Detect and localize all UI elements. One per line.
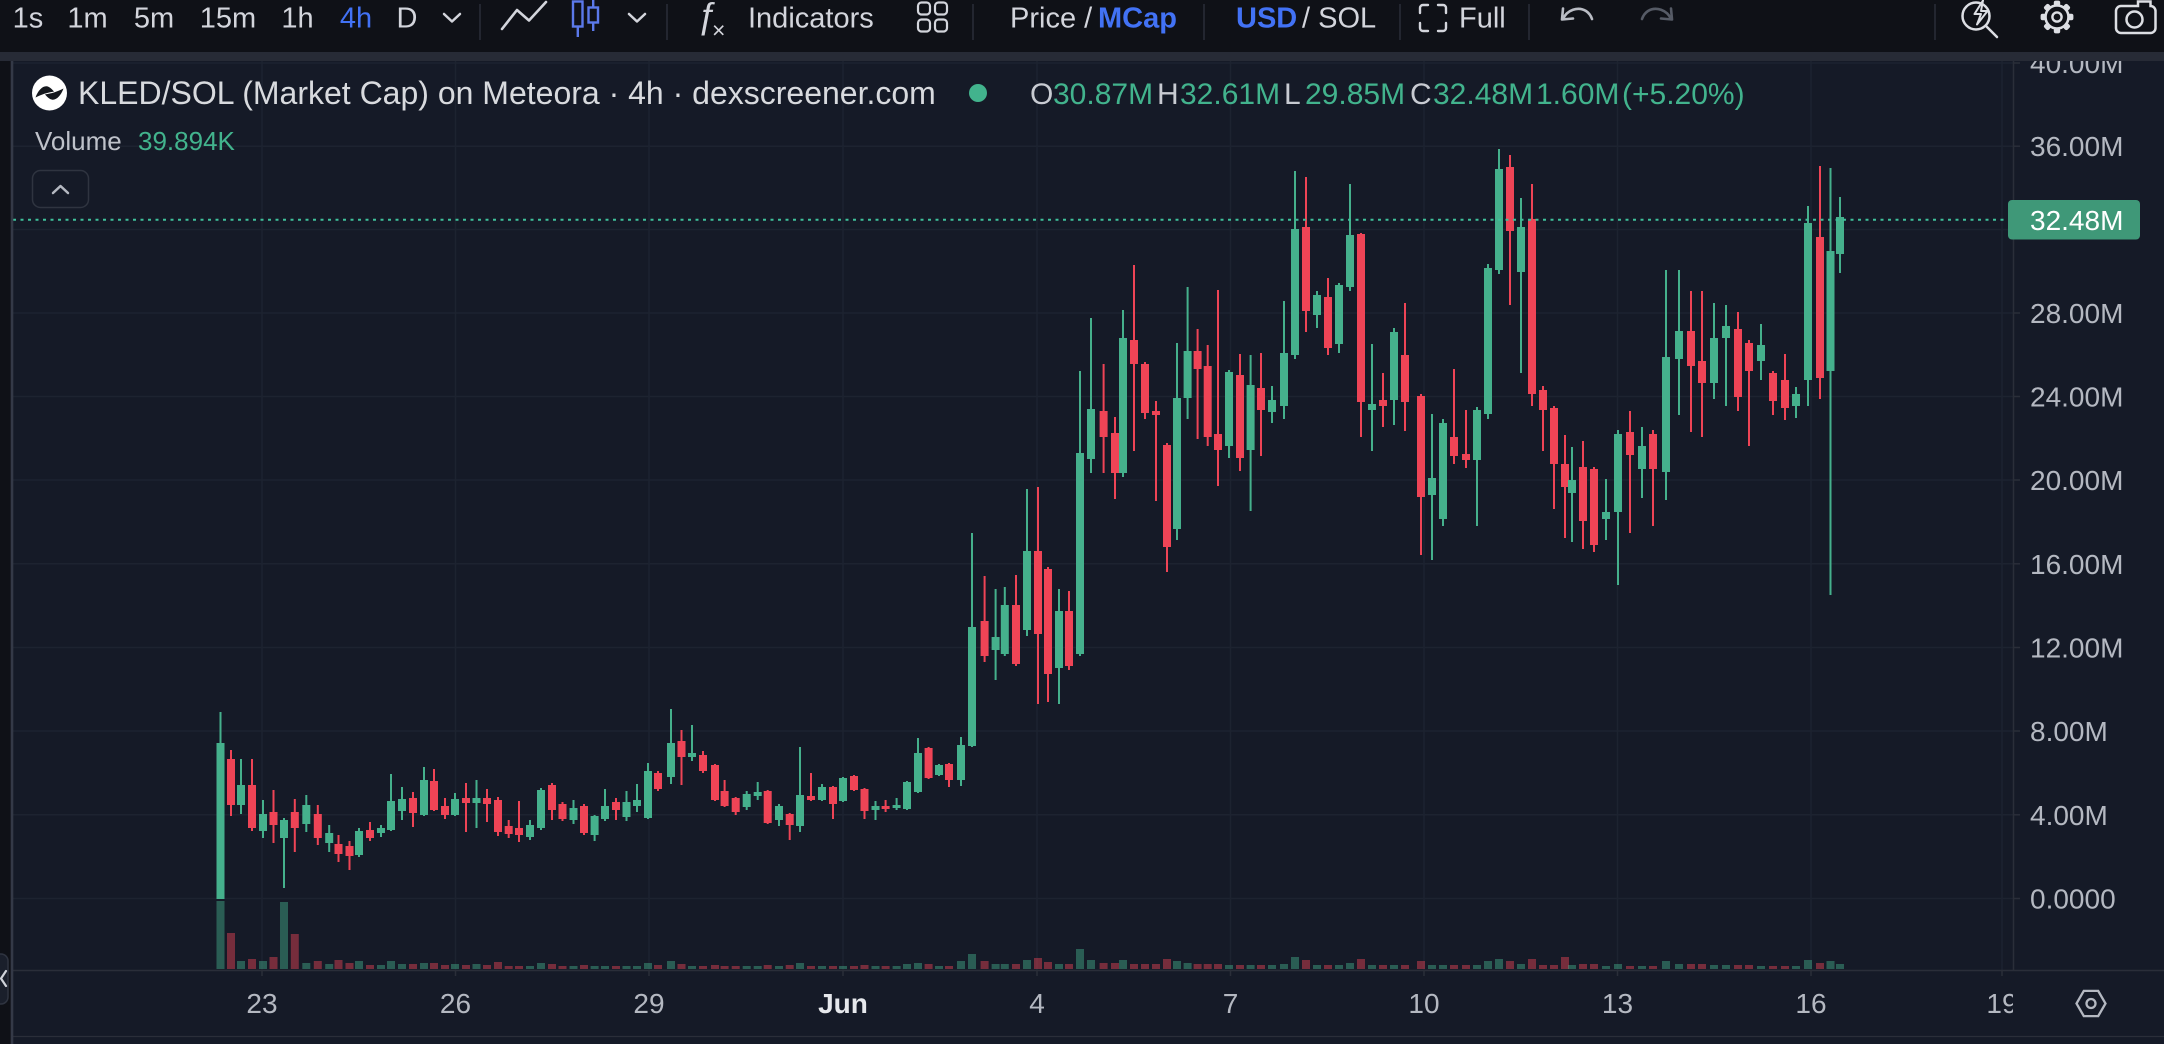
svg-text:30.87M: 30.87M <box>1053 78 1153 111</box>
svg-text:39.894K: 39.894K <box>138 126 236 156</box>
svg-text:12.00M: 12.00M <box>2030 633 2123 664</box>
svg-text:USD: USD <box>1236 3 1297 35</box>
svg-text:16: 16 <box>1795 988 1826 1019</box>
svg-text:O: O <box>1030 78 1053 111</box>
svg-text:16.00M: 16.00M <box>2030 549 2123 580</box>
svg-text:36.00M: 36.00M <box>2030 131 2123 162</box>
svg-text:D: D <box>397 3 418 35</box>
svg-text:1.60M: 1.60M <box>1536 78 1619 111</box>
svg-text:15m: 15m <box>200 3 256 35</box>
svg-text:26: 26 <box>440 988 471 1019</box>
svg-text:L: L <box>1284 78 1301 111</box>
svg-text:H: H <box>1157 78 1179 111</box>
svg-text:MCap: MCap <box>1098 3 1177 35</box>
svg-text:Full: Full <box>1459 3 1506 35</box>
svg-text:1m: 1m <box>67 3 107 35</box>
svg-text:1s: 1s <box>13 3 44 35</box>
svg-text:32.48M: 32.48M <box>2030 205 2123 236</box>
svg-text:5m: 5m <box>134 3 174 35</box>
svg-text:8.00M: 8.00M <box>2030 716 2108 747</box>
svg-text:10: 10 <box>1408 988 1439 1019</box>
svg-text:4.00M: 4.00M <box>2030 800 2108 831</box>
svg-text:32.61M: 32.61M <box>1180 78 1280 111</box>
svg-text:29: 29 <box>633 988 664 1019</box>
svg-text:Price /: Price / <box>1010 3 1093 35</box>
svg-text:13: 13 <box>1602 988 1633 1019</box>
svg-text:×: × <box>712 17 725 43</box>
svg-text:23: 23 <box>246 988 277 1019</box>
svg-text:24.00M: 24.00M <box>2030 382 2123 413</box>
svg-text:Jun: Jun <box>818 988 868 1019</box>
svg-text:ƒ: ƒ <box>698 0 718 36</box>
svg-text:28.00M: 28.00M <box>2030 298 2123 329</box>
svg-text:C: C <box>1410 78 1432 111</box>
svg-text:(+5.20%): (+5.20%) <box>1622 78 1745 111</box>
svg-text:32.48M: 32.48M <box>1433 78 1533 111</box>
svg-text:4h: 4h <box>340 3 372 35</box>
svg-text:20.00M: 20.00M <box>2030 465 2123 496</box>
svg-text:KLED/SOL (Market Cap) on Meteo: KLED/SOL (Market Cap) on Meteora · 4h · … <box>78 75 936 111</box>
svg-text:7: 7 <box>1223 988 1239 1019</box>
svg-text:Indicators: Indicators <box>748 3 874 35</box>
svg-text:/ SOL: / SOL <box>1302 3 1376 35</box>
svg-text:1h: 1h <box>281 3 313 35</box>
svg-text:29.85M: 29.85M <box>1305 78 1405 111</box>
svg-text:4: 4 <box>1029 988 1045 1019</box>
svg-text:Volume: Volume <box>35 126 122 156</box>
svg-text:19: 19 <box>1986 988 2017 1019</box>
svg-text:0.0000: 0.0000 <box>2030 884 2116 915</box>
